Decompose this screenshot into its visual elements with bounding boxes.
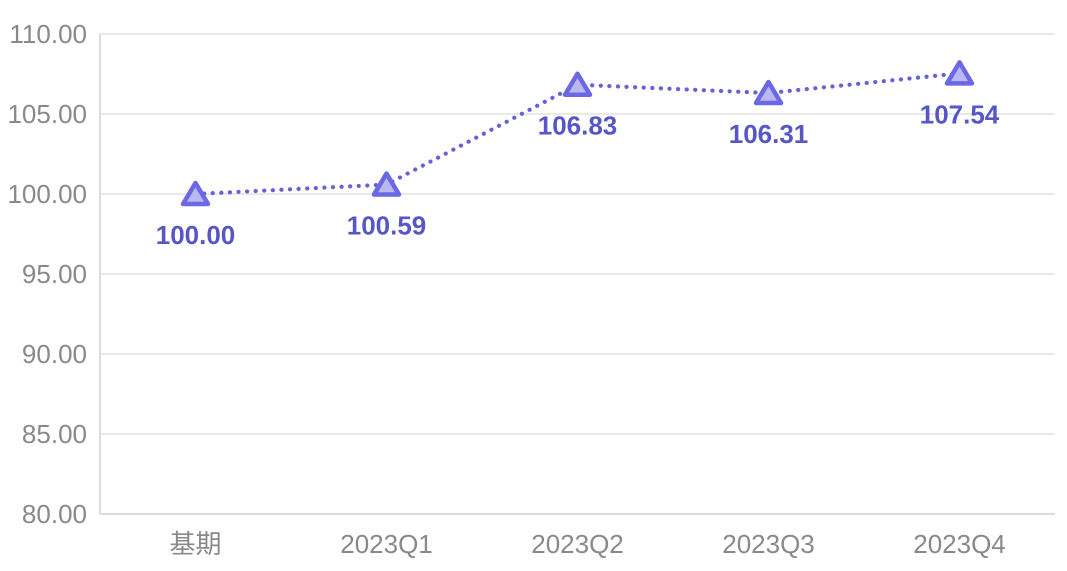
y-tick-label: 105.00	[7, 99, 87, 129]
x-axis-labels: 基期 2023Q1 2023Q2 2023Q3 2023Q4	[169, 529, 1005, 559]
y-tick-label: 95.00	[22, 259, 87, 289]
x-axis-label: 2023Q1	[340, 529, 433, 559]
y-axis-labels: 80.00 85.00 90.00 95.00 100.00 105.00 110.00	[7, 19, 87, 529]
marker-group	[180, 60, 975, 207]
gridlines	[100, 33, 1055, 435]
data-label: 100.59	[347, 211, 427, 241]
data-label: 106.83	[538, 111, 618, 141]
data-point-marker	[180, 180, 211, 207]
data-label: 100.00	[156, 220, 236, 250]
data-point-marker	[944, 60, 975, 86]
data-point-marker	[562, 71, 593, 97]
y-tick-label: 85.00	[22, 419, 87, 449]
axes	[99, 34, 1055, 515]
series-line-group	[193, 71, 962, 197]
data-label: 107.54	[920, 99, 1000, 129]
x-axis-label: 2023Q3	[722, 529, 815, 559]
y-tick-label: 80.00	[22, 499, 87, 529]
y-tick-label: 90.00	[22, 339, 87, 369]
y-tick-label: 100.00	[7, 179, 87, 209]
y-tick-label: 110.00	[9, 19, 87, 49]
data-label: 106.31	[729, 119, 809, 149]
x-axis-label: 2023Q4	[913, 529, 1006, 559]
x-axis-label: 2023Q2	[531, 529, 624, 559]
data-point-marker	[753, 79, 784, 106]
x-axis-label: 基期	[169, 529, 221, 559]
data-point-marker	[371, 171, 402, 197]
data-label-group: 100.00 100.59 106.83 106.31 107.54	[156, 99, 1000, 250]
series-line	[193, 71, 962, 197]
